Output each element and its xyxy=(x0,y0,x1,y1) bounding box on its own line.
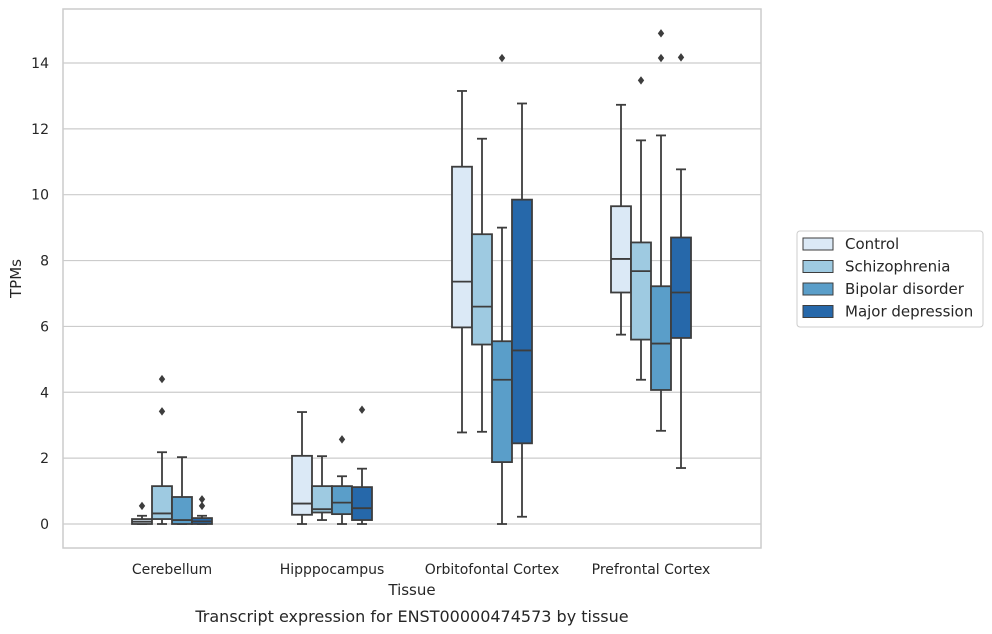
box-control xyxy=(131,501,153,525)
box-iqr xyxy=(471,233,493,346)
x-tick-label: Orbitofontal Cortex xyxy=(425,562,560,578)
legend-swatch xyxy=(802,237,834,251)
box-bipolar-disorder xyxy=(171,456,193,525)
outlier-point xyxy=(657,29,665,38)
box-iqr xyxy=(650,285,672,391)
outlier-point xyxy=(338,435,346,444)
y-tick-label: 6 xyxy=(40,319,49,335)
box-iqr xyxy=(511,198,533,445)
box-iqr xyxy=(331,485,353,516)
legend-swatch xyxy=(802,305,834,318)
box-iqr xyxy=(351,486,373,521)
plot-background xyxy=(63,9,761,548)
y-tick-label: 12 xyxy=(31,122,49,138)
outlier-point xyxy=(158,374,166,384)
box-control xyxy=(610,103,632,336)
outlier-point xyxy=(637,76,645,85)
outlier-point xyxy=(677,53,685,62)
box-series xyxy=(131,29,692,525)
y-tick-label: 10 xyxy=(31,188,49,204)
legend-swatch xyxy=(802,282,834,296)
box-iqr xyxy=(451,165,473,329)
y-tick-label: 8 xyxy=(40,254,49,270)
legend-label: Major depression xyxy=(845,303,973,321)
y-tick-labels: 0 2 4 6 8 10 12 14 xyxy=(31,56,49,533)
y-tick-label: 4 xyxy=(40,385,49,401)
chart-caption: Transcript expression for ENST0000047457… xyxy=(194,607,628,626)
legend-swatch xyxy=(802,260,834,273)
box-iqr xyxy=(491,340,513,463)
legend-frame xyxy=(796,230,984,328)
box-bipolar-disorder xyxy=(491,53,513,525)
box-major-depression xyxy=(191,495,213,525)
box-iqr xyxy=(670,236,692,339)
box-major-depression xyxy=(670,53,692,469)
outlier-point xyxy=(358,405,366,414)
box-schizophrenia xyxy=(471,137,493,433)
box-major-depression xyxy=(351,405,373,525)
legend-label: Bipolar disorder xyxy=(845,280,965,298)
box-iqr xyxy=(291,454,313,516)
x-tick-label: Hipppocampus xyxy=(280,562,385,578)
box-bipolar-disorder xyxy=(331,435,353,525)
outlier-point xyxy=(138,501,146,511)
y-axis-title: TPMs xyxy=(7,259,25,299)
x-tick-label: Prefrontal Cortex xyxy=(592,562,711,578)
box-iqr xyxy=(171,496,193,525)
plot-frame xyxy=(62,8,762,549)
outlier-point xyxy=(657,53,665,63)
legend-label: Schizophrenia xyxy=(845,258,950,276)
box-bipolar-disorder xyxy=(650,29,672,432)
y-gridlines xyxy=(63,62,761,525)
legend: Control Schizophrenia Bipolar disorder Majo… xyxy=(796,230,984,328)
x-tick-label: Cerebellum xyxy=(132,562,212,578)
y-tick-label: 14 xyxy=(31,56,49,72)
box-schizophrenia xyxy=(311,455,333,521)
outlier-point xyxy=(498,53,506,63)
x-axis-title: Tissue xyxy=(387,581,435,599)
outlier-point xyxy=(158,407,166,416)
box-control xyxy=(291,411,313,525)
outlier-point xyxy=(198,495,206,504)
box-iqr xyxy=(630,241,652,341)
outlier-point xyxy=(198,501,206,511)
box-iqr xyxy=(610,205,632,294)
legend-label: Control xyxy=(845,235,899,253)
box-major-depression xyxy=(511,102,533,518)
x-tick-labels: Cerebellum Hipppocampus Orbitofontal Corte… xyxy=(132,562,710,578)
y-tick-label: 2 xyxy=(40,451,49,467)
y-tick-label: 0 xyxy=(40,517,49,533)
